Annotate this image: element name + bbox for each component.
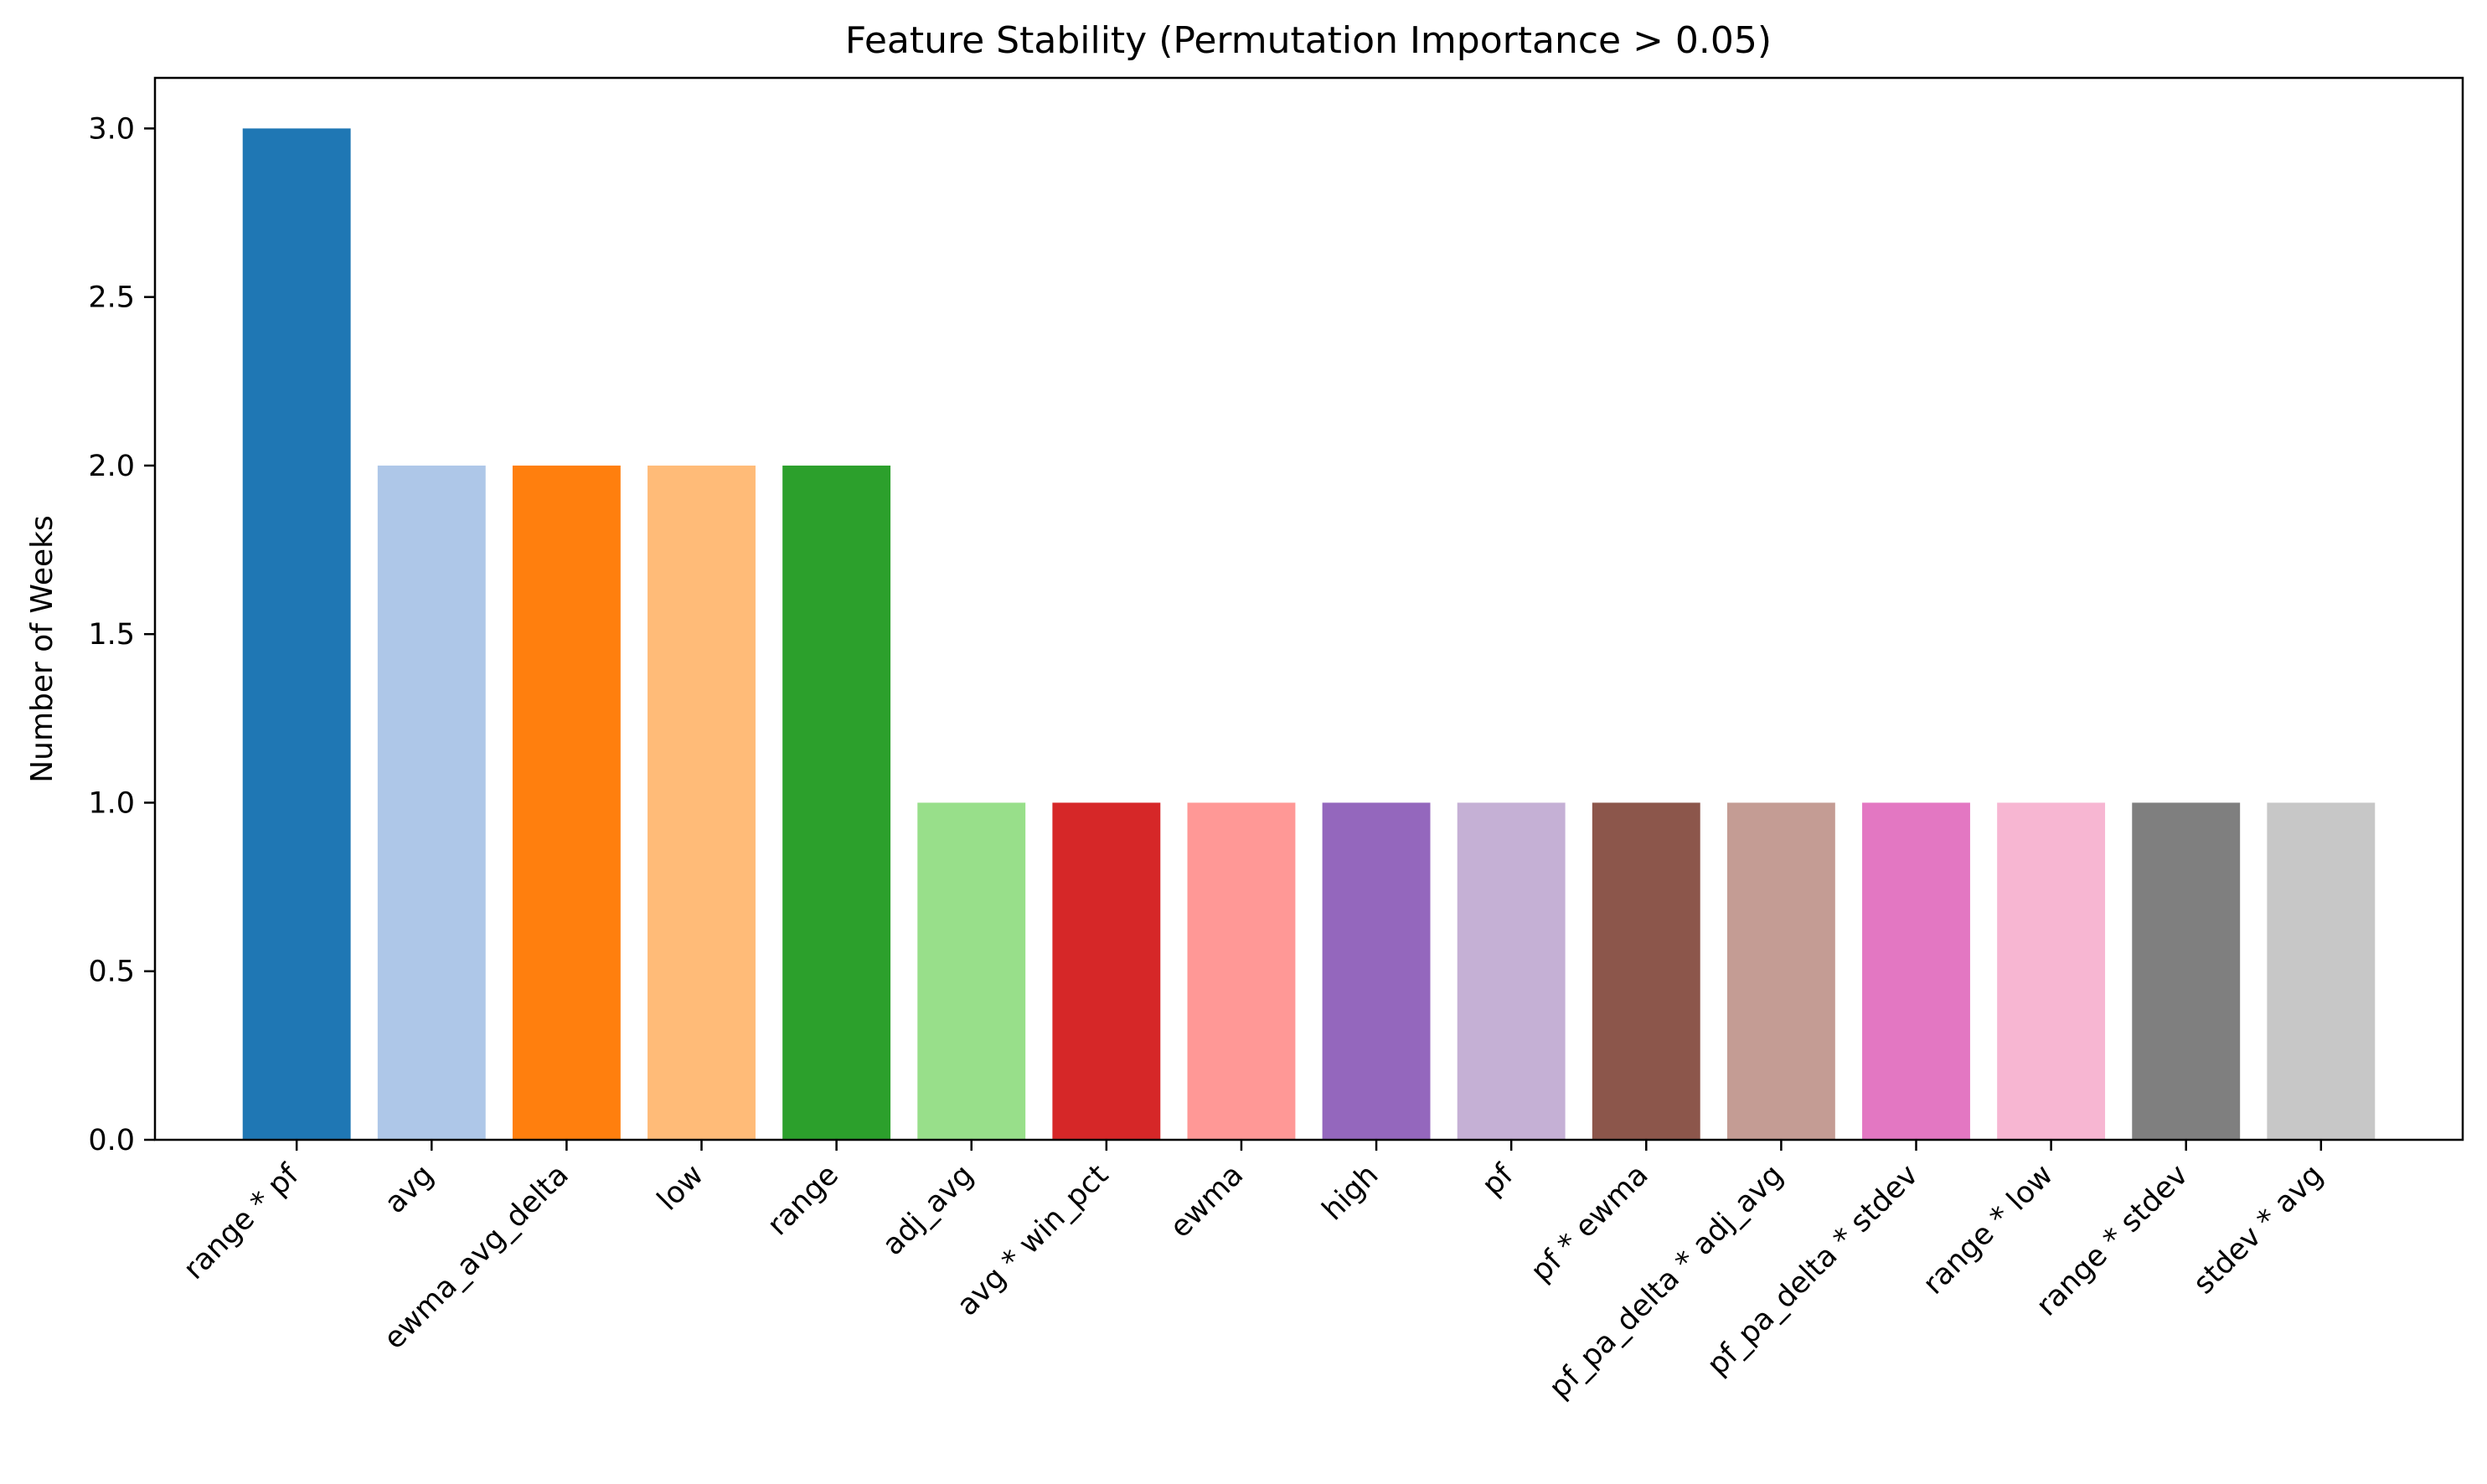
bar-10 xyxy=(1592,802,1700,1140)
chart-title: Feature Stability (Permutation Importanc… xyxy=(845,19,1772,62)
y-tick-label: 1.0 xyxy=(88,786,135,820)
bar-5 xyxy=(917,802,1026,1140)
bar-15 xyxy=(2267,802,2376,1140)
bar-14 xyxy=(2132,802,2241,1140)
bar-2 xyxy=(512,465,621,1140)
y-axis-label: Number of Weeks xyxy=(25,515,59,783)
bar-7 xyxy=(1187,802,1296,1140)
y-tick-label: 1.5 xyxy=(88,618,135,652)
y-tick-label: 2.5 xyxy=(88,281,135,315)
bar-9 xyxy=(1457,802,1566,1140)
bar-13 xyxy=(1997,802,2106,1140)
bar-3 xyxy=(648,465,756,1140)
bar-1 xyxy=(377,465,486,1140)
bar-11 xyxy=(1726,802,1835,1140)
y-tick-label: 0.5 xyxy=(88,956,135,989)
y-tick-label: 3.0 xyxy=(88,112,135,146)
bar-6 xyxy=(1052,802,1161,1140)
bar-8 xyxy=(1322,802,1431,1140)
y-axis: 0.0 0.5 1.0 1.5 2.0 2.5 3.0 xyxy=(88,112,155,1157)
bar-12 xyxy=(1862,802,1970,1140)
bars-group xyxy=(242,128,2376,1140)
bar-0 xyxy=(242,128,351,1140)
plot-frame xyxy=(153,76,2464,1141)
bar-4 xyxy=(782,465,891,1140)
y-tick-label: 0.0 xyxy=(88,1124,135,1157)
y-tick-label: 2.0 xyxy=(88,450,135,483)
